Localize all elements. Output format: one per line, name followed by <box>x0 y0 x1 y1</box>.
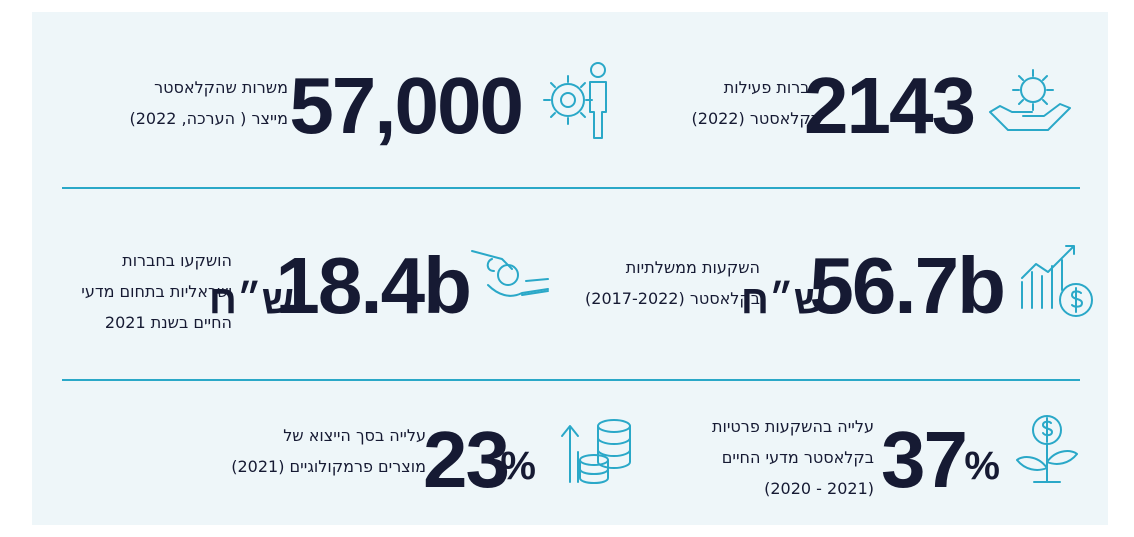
coins-arrow-icon <box>561 419 631 484</box>
growth-dollar-icon <box>1021 245 1093 317</box>
divider <box>62 187 1080 189</box>
hand-coin-icon <box>471 250 549 297</box>
stat-unit: % <box>500 444 536 488</box>
text-line: בקלאסטר מדעי החיים <box>721 448 874 467</box>
gear-person-icon <box>543 62 607 139</box>
text-line: ישראליות בתחום מדעי <box>81 282 232 301</box>
text-line: משרות שהקלאסטר <box>154 78 288 97</box>
text-line: מייצר ( הערכה, 2022) <box>129 109 288 128</box>
stat-number: 18.4b <box>275 241 472 330</box>
text-line: החיים בשנת 2021 <box>104 313 232 332</box>
text-line: הושקעו בחברות <box>122 251 232 270</box>
stat-text: משרות שהקלאסטר מייצר ( הערכה, 2022) <box>129 72 288 134</box>
text-line: בקלאסטר (2022) <box>691 109 820 128</box>
stat-unit: ש״ח <box>740 278 826 322</box>
stat-number: 56.7b <box>809 241 1006 330</box>
divider <box>62 379 1080 381</box>
stat-text: עלייה בהשקעות פרטיות בקלאסטר מדעי החיים … <box>712 411 874 504</box>
text-line: עלייה בסך הייצוא של <box>283 426 426 445</box>
text-line: (2021 - 2020) <box>764 479 874 498</box>
stat-unit: % <box>964 444 1000 488</box>
hand-gear-icon <box>989 69 1071 131</box>
stat-number: 37 <box>881 415 968 504</box>
stat-unit: ש״ח <box>208 278 294 322</box>
stat-number: 23 <box>423 415 510 504</box>
text-line: מוצרים פרמקולוגיים (2021) <box>231 457 426 476</box>
text-line: עלייה בהשקעות פרטיות <box>711 417 874 436</box>
stat-number: 2143 <box>804 61 976 150</box>
stat-text: עלייה בסך הייצוא של מוצרים פרמקולוגיים (… <box>231 420 426 482</box>
text-line: בקלאסטר (2017-2022) <box>585 289 760 308</box>
stat-text: השקעות ממשלתיות בקלאסטר (2017-2022) <box>585 252 760 314</box>
stat-text: חברות פעילות בקלאסטר (2022) <box>692 72 820 134</box>
stat-number: 57,000 <box>289 61 524 150</box>
stat-text: הושקעו בחברות ישראליות בתחום מדעי החיים … <box>81 245 232 338</box>
text-line: חברות פעילות <box>723 78 820 97</box>
plant-dollar-icon <box>1016 415 1078 483</box>
text-line: השקעות ממשלתיות <box>625 258 760 277</box>
